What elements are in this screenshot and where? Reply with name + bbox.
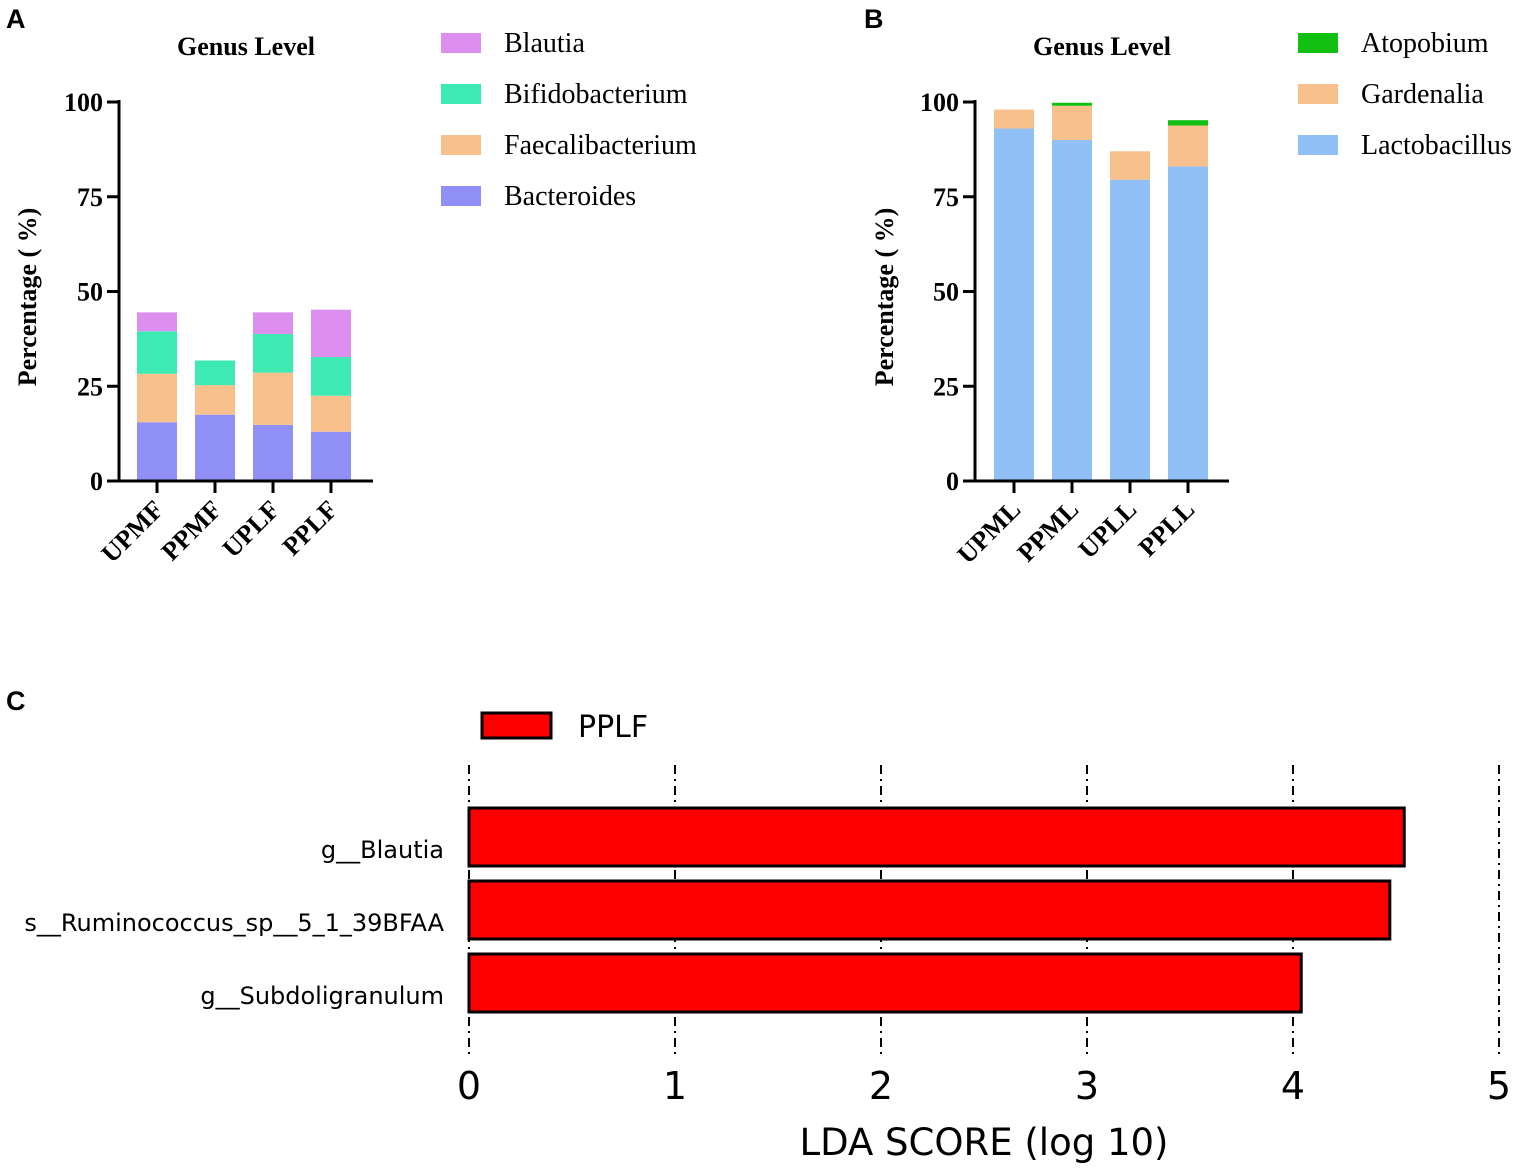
b-ytick-label: 100 xyxy=(920,88,959,117)
b-ytick-label: 75 xyxy=(933,183,959,212)
chart-a-ylabel: Percentage ( %) xyxy=(13,208,42,387)
a-bar-bifidobacterium-ppmf xyxy=(195,360,235,386)
chart-c-xlabel: LDA SCORE (log 10) xyxy=(800,1121,1169,1164)
a-bar-faecalibacterium-pplf xyxy=(311,395,351,432)
b-legend-label-lactobacillus: Lactobacillus xyxy=(1361,130,1512,161)
b-xtick-label-upll: UPLL xyxy=(1073,495,1143,565)
chart-c-category-label-3: g__Subdoligranulum xyxy=(200,982,444,1010)
b-bar-lactobacillus-ppll xyxy=(1168,166,1208,481)
panel-label-b: B xyxy=(864,4,884,34)
b-xtick-label-ppll: PPLL xyxy=(1133,495,1200,562)
b-xtick-label-upml: UPML xyxy=(952,495,1027,570)
a-bar-bacteroides-upmf xyxy=(137,422,177,481)
a-bar-bifidobacterium-upmf xyxy=(137,331,177,374)
b-bar-gardenalia-ppll xyxy=(1168,125,1208,167)
b-bar-atopobium-ppml xyxy=(1052,102,1092,106)
chart-c-xtick-label: 0 xyxy=(457,1064,481,1108)
chart-b: Genus Level Percentage ( %) 0 25 50 75 100 U… xyxy=(870,28,1512,569)
b-bar-lactobacillus-upml xyxy=(994,128,1034,481)
chart-c-xtick-label: 3 xyxy=(1075,1064,1099,1108)
chart-c-legend-swatch xyxy=(480,711,553,740)
b-ytick-label: 50 xyxy=(933,278,959,307)
a-legend-swatch-bacteroides xyxy=(441,186,481,206)
a-bar-blautia-pplf xyxy=(311,309,351,358)
chart-c-legend-label: PPLF xyxy=(578,710,648,745)
chart-c-bar-2 xyxy=(467,879,1392,941)
b-legend-label-atopobium: Atopobium xyxy=(1361,28,1489,59)
b-ytick-label: 25 xyxy=(933,372,959,401)
chart-a-title: Genus Level xyxy=(177,32,315,61)
a-legend-swatch-blautia xyxy=(441,33,481,53)
chart-a: Genus Level Percentage ( %) 0 25 50 75 100 U… xyxy=(13,28,697,568)
a-legend-label-bifidobacterium: Bifidobacterium xyxy=(504,79,688,110)
a-xtick-label-pplf: PPLF xyxy=(277,495,343,561)
a-ytick-label: 25 xyxy=(77,372,103,401)
a-bar-blautia-upmf xyxy=(137,312,177,332)
b-bar-gardenalia-upml xyxy=(994,109,1034,129)
a-bar-blautia-uplf xyxy=(253,312,293,334)
a-bar-faecalibacterium-ppmf xyxy=(195,385,235,415)
a-legend-label-faecalibacterium: Faecalibacterium xyxy=(504,130,697,161)
b-legend-label-gardenalia: Gardenalia xyxy=(1361,79,1484,110)
chart-c-bar-1 xyxy=(467,806,1406,868)
a-bar-bacteroides-uplf xyxy=(253,424,293,481)
chart-c-xtick-label: 4 xyxy=(1281,1064,1305,1108)
b-bar-lactobacillus-ppml xyxy=(1052,139,1092,481)
b-ytick-label: 0 xyxy=(946,467,959,496)
chart-c-category-label-1: g__Blautia xyxy=(321,836,444,864)
a-xtick-label-ppmf: PPMF xyxy=(156,495,228,567)
a-bar-bifidobacterium-uplf xyxy=(253,333,293,373)
a-bar-bacteroides-ppmf xyxy=(195,414,235,481)
chart-c-xtick-label: 2 xyxy=(869,1064,893,1108)
a-bar-faecalibacterium-uplf xyxy=(253,372,293,425)
a-xtick-label-upmf: UPMF xyxy=(96,495,170,569)
a-xtick-label-uplf: UPLF xyxy=(217,495,286,564)
b-legend-swatch-lactobacillus xyxy=(1298,135,1338,155)
b-legend-swatch-gardenalia xyxy=(1298,84,1338,104)
a-legend-label-blautia: Blautia xyxy=(504,28,585,59)
a-legend-label-bacteroides: Bacteroides xyxy=(504,181,636,212)
b-bar-gardenalia-upll xyxy=(1110,151,1150,180)
a-ytick-label: 100 xyxy=(64,88,103,117)
a-ytick-label: 75 xyxy=(77,183,103,212)
a-ytick-label: 50 xyxy=(77,278,103,307)
b-legend-swatch-atopobium xyxy=(1298,33,1338,53)
b-xtick-label-ppml: PPML xyxy=(1012,495,1085,568)
chart-b-ylabel: Percentage ( %) xyxy=(870,208,899,387)
b-bar-atopobium-ppll xyxy=(1168,120,1208,126)
chart-c-xtick-label: 5 xyxy=(1487,1064,1511,1108)
a-bar-bifidobacterium-pplf xyxy=(311,357,351,396)
panel-label-a: A xyxy=(6,4,26,34)
chart-c: PPLF g__Blautia s__Ruminococcus_sp__5_1_3… xyxy=(24,710,1511,1164)
panel-label-c: C xyxy=(6,686,26,716)
chart-c-xtick-label: 1 xyxy=(663,1064,687,1108)
chart-b-title: Genus Level xyxy=(1033,32,1171,61)
a-bar-bacteroides-pplf xyxy=(311,431,351,481)
a-legend-swatch-faecalibacterium xyxy=(441,135,481,155)
b-bar-lactobacillus-upll xyxy=(1110,179,1150,481)
b-bar-gardenalia-ppml xyxy=(1052,105,1092,140)
chart-c-category-label-2: s__Ruminococcus_sp__5_1_39BFAA xyxy=(24,909,444,937)
chart-c-bar-3 xyxy=(467,952,1303,1014)
a-ytick-label: 0 xyxy=(90,467,103,496)
a-legend-swatch-bifidobacterium xyxy=(441,84,481,104)
a-bar-faecalibacterium-upmf xyxy=(137,373,177,423)
